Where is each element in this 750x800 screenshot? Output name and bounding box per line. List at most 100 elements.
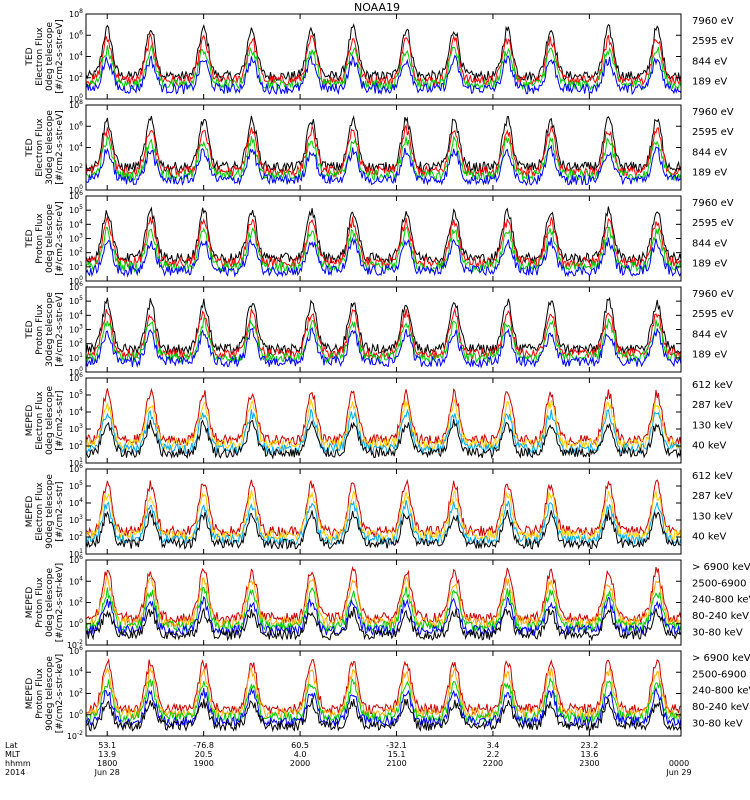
y-tick-label: 105 [69,295,83,306]
legend-entry: > 6900 keV [692,653,750,664]
ephemeris-value: 13.9 [98,750,116,759]
legend-entry: 612 keV [692,380,733,391]
y-tick-label: 100 [69,709,83,720]
legend-entry: 2500-6900 [692,669,747,680]
series-trace-3 [86,499,681,547]
series-trace-2 [86,666,681,720]
y-tick-label: 102 [69,531,83,542]
panel-7: 10-2 100 102 104 106 MEPEDProton Flux0deg tel… [25,554,750,650]
chart-title: NOAA19 [354,1,400,14]
legend-entry: 189 eV [692,168,727,179]
ephemeris-value: 13.6 [580,750,598,759]
series-trace-4 [86,54,681,96]
legend-entry: 80-240 keV [692,702,749,713]
y-tick-label: 106 [69,120,83,131]
y-tick-label: 104 [69,142,83,153]
ephemeris-value: 15.1 [388,750,406,759]
legend-entry: 7960 eV [692,289,734,300]
y-axis-label: TEDElectron Flux30deg telescope[#/cm2-s-… [25,110,65,185]
legend-entry: 240-800 keV [692,686,750,697]
legend-entry: 40 keV [692,441,726,452]
y-tick-label: 102 [69,247,83,258]
series-trace-1 [86,296,681,356]
y-tick-label: 100 [69,366,83,377]
legend-entry: 189 eV [692,77,727,88]
y-tick-label: 104 [69,218,83,229]
end-date-label: Jun 29 [665,768,691,777]
ephemeris-table: Lat 53.1 -76.8 60.5 -32.1 3.4 23.2 MLT 13.9 20.5 4… [5,741,692,777]
legend-entry: 240-800 keV [692,595,750,606]
y-tick-label: 106 [69,463,83,474]
y-axis-label: TEDElectron Flux0deg telescope[#/cm2-s-s… [25,19,65,94]
series-trace-4 [86,509,681,550]
y-tick-label: 105 [69,204,83,215]
ephemeris-value: 60.5 [291,741,309,750]
ephemeris-label: Lat [5,741,18,750]
y-tick-label: 104 [69,406,83,417]
panel-2: 100 102 104 106 108 TEDElectron Flux30deg tel… [25,99,734,195]
panel-3: 100 101 102 103 104 105 106 TEDProton Flux0deg … [25,190,734,286]
series-trace-2 [86,489,681,542]
y-tick-label: 103 [69,233,83,244]
series-trace-1 [86,478,681,538]
series-trace-2 [86,123,681,178]
ephemeris-value: 2300 [579,759,599,768]
y-tick-label: 102 [69,597,83,608]
ephemeris-value: 2000 [290,759,310,768]
legend-entry: > 6900 keV [692,562,750,573]
y-tick-label: 108 [69,99,83,110]
ephemeris-value: 2200 [483,759,503,768]
series-trace-3 [86,43,681,92]
legend-entry: 189 eV [692,350,727,361]
legend-entry: 189 eV [692,259,727,270]
series-trace-3 [86,586,681,633]
legend-entry: 130 keV [692,420,733,431]
legend-entry: 844 eV [692,56,727,67]
panel-frame [85,468,682,555]
series-trace-4 [86,595,681,637]
series-trace-1 [86,387,681,447]
ephemeris-value: 2100 [386,759,406,768]
y-tick-label: 104 [69,666,83,677]
y-tick-label: 104 [69,575,83,586]
y-tick-label: 103 [69,423,83,434]
ephemeris-value: 20.5 [195,750,213,759]
y-tick-label: 10-2 [67,730,83,741]
y-tick-label: 102 [69,440,83,451]
series-trace-3 [86,316,681,365]
series-trace-3 [86,676,681,724]
series-trace-2 [86,215,681,269]
y-axis-label: MEPEDProton Flux0deg telescope[#/cm2-s-s… [25,563,65,642]
y-tick-label: 106 [69,554,83,565]
ephemeris-label: MLT [5,750,20,759]
y-axis-label: MEPEDProton Flux90deg telescope[#/cm2-s-… [25,654,65,733]
series-trace-1 [86,23,681,84]
y-tick-label: 100 [69,93,83,104]
y-axis-label: TEDProton Flux30deg telescope[#/cm2-s-st… [25,292,65,367]
legend-entry: 30-80 keV [692,718,743,729]
y-tick-label: 100 [69,275,83,286]
legend-entry: 844 eV [692,147,727,158]
legend-entry: 7960 eV [692,107,734,118]
y-tick-label: 106 [69,281,83,292]
series-trace-4 [86,686,681,729]
legend-entry: 30-80 keV [692,627,743,638]
legend-entry: 844 eV [692,238,727,249]
legend-entry: 130 keV [692,511,733,522]
y-tick-label: 104 [69,309,83,320]
series-trace-4 [86,419,681,460]
end-time-label: 0000 [669,759,689,768]
y-axis-label: MEPEDElectron Flux0deg telescope[#/cm2-s… [25,386,65,456]
y-axis-label: TEDProton Flux0deg telescope[#/cm2-s-str… [25,201,65,276]
series-trace-3 [86,226,681,274]
y-tick-label: 100 [69,618,83,629]
legend-entry: 612 keV [692,471,733,482]
panels-group: 100 102 104 106 108 TEDElectron Flux0deg tele… [25,8,750,741]
ephemeris-value: 53.1 [98,741,116,750]
ephemeris-label: hhmm [5,759,31,768]
series-trace-4 [86,144,681,187]
series-trace-5 [86,607,681,642]
legend-entry: 7960 eV [692,198,734,209]
panel-4: 100 101 102 103 104 105 106 TEDProton Flux30deg… [25,281,734,377]
series-trace-1 [86,114,681,174]
